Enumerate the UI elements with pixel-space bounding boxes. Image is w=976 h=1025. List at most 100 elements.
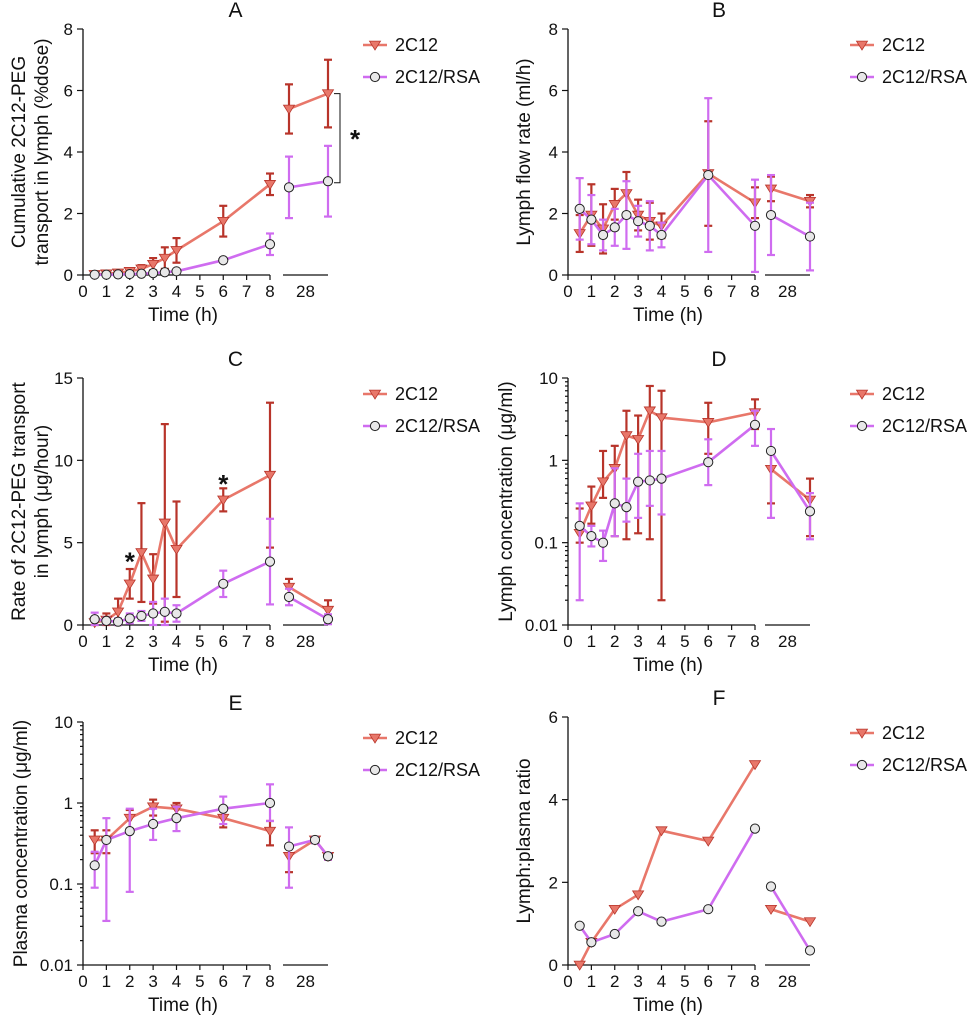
panel-b-legend-marker (855, 40, 869, 51)
panel-f-x-tick-label: 4 (657, 972, 666, 991)
panel-b-data-point (621, 209, 632, 221)
panel-f-data-point (633, 906, 644, 917)
panel-b-y-tick-label: 4 (549, 143, 558, 162)
panel-f-data-point (749, 823, 761, 834)
panel-f-x-label: Time (h) (633, 995, 703, 1016)
panel-d-data-point (597, 537, 609, 548)
panel-d-x-tick-label: 7 (727, 632, 736, 651)
panel-d-data-point (643, 406, 657, 417)
panel-a-legend-label: 2C12/RSA (395, 67, 480, 87)
panel-a-x-tick-label: 2 (125, 282, 134, 301)
panel-b-data-point (644, 220, 655, 231)
panel-b-data-point (586, 214, 597, 225)
panel-f-series-2c12 (573, 760, 817, 971)
panel-c-data-point (322, 614, 334, 625)
panel-e-data-point (263, 826, 277, 837)
panel-c-data-point (217, 495, 230, 506)
panel-a-letter: A (228, 0, 242, 22)
panel-f-data-point (574, 920, 585, 931)
panel-c-letter: C (228, 348, 243, 371)
panel-b-y-tick-label: 2 (549, 205, 558, 224)
panel-a-data-point (136, 268, 147, 279)
panel-a-y-tick-label: 0 (64, 266, 73, 285)
panel-a-x-tick-label: 5 (195, 282, 204, 301)
panel-f-x-tick-label: 8 (750, 972, 759, 991)
panel-d-x-tick-label: 5 (680, 632, 689, 651)
panel-b-x-tick-label: 3 (633, 282, 642, 301)
panel-d-letter: D (711, 348, 726, 371)
panel-d-series-line (578, 423, 756, 545)
panel-d-y-tick-label: 0.1 (534, 534, 558, 553)
panel-e-y-tick-label: 10 (54, 713, 73, 732)
panel-b-y-tick-label: 8 (549, 20, 558, 39)
panel-c-data-point (170, 545, 183, 555)
panel-c-series-line (288, 595, 329, 621)
panel-d-data-point (596, 477, 610, 488)
panel-a-y-label: Cumulative 2C12-PEG (9, 56, 30, 248)
panel-d-x-tick-label: 8 (750, 632, 759, 651)
panel-d-legend-label: 2C12/RSA (882, 416, 967, 436)
panel-d-data-point (804, 506, 816, 517)
panel-f-x-tick-label: 3 (633, 972, 642, 991)
panel-c-legend-marker (368, 389, 382, 400)
panel-f-series-2c12-rsa (574, 823, 816, 956)
panel-c-y-label: in lymph (μg/hour) (32, 425, 53, 579)
panel-f-data-point (608, 904, 621, 915)
panel-e-data-point (264, 797, 276, 809)
panel-e-y-tick-label: 0.01 (40, 956, 73, 975)
panel-b-data-point (633, 216, 644, 227)
panel-e-y-tick-label: 0.1 (49, 875, 73, 894)
panel-f-data-point (702, 836, 715, 847)
panel-f-x-tick-label: 7 (727, 972, 736, 991)
panel-f-legend-label: 2C12/RSA (882, 755, 967, 775)
panel-a-x-tick-label: 28 (296, 282, 315, 301)
panel-e-legend-marker (369, 764, 381, 776)
panel-f-data-point (609, 928, 620, 940)
panel-d-data-point (702, 418, 715, 428)
panel-f-letter: F (713, 687, 726, 710)
panel-b-x-tick-label: 28 (778, 282, 797, 301)
panel-c-data-point (111, 607, 125, 618)
panel-a-data-point (112, 269, 124, 280)
panel-a-x-tick-label: 4 (172, 282, 181, 301)
panel-a-x-tick-label: 6 (219, 282, 228, 301)
panel-c-x-tick-label: 0 (78, 632, 87, 651)
panel-b-legend-label: 2C12/RSA (882, 67, 967, 87)
panel-a-data-point (283, 182, 295, 193)
panel-c-x-tick-label: 8 (265, 632, 274, 651)
panel-f-data-point (656, 916, 667, 927)
panel-b-series-2c12 (573, 120, 817, 255)
panel-f-legend-entry: 2C12/RSA (850, 755, 967, 775)
panel-c-x-tick-label: 1 (102, 632, 111, 651)
panel-e-data-point (148, 818, 159, 830)
panel-e-x-tick-label: 6 (219, 972, 228, 991)
panel-f-data-point (631, 890, 645, 901)
panel-c-data-point (136, 610, 147, 622)
panel-a-data-point (89, 269, 100, 280)
panel-b-x-tick-label: 0 (563, 282, 572, 301)
panel-b-data-point (765, 209, 777, 221)
panel-b-data-point (749, 220, 761, 231)
panel-d-data-point (620, 431, 633, 442)
panel-b-data-point (703, 169, 714, 181)
panel-f-legend-marker (856, 759, 868, 771)
panel-a-series-line (94, 183, 271, 276)
panel-d-y-tick-label: 10 (539, 369, 558, 388)
panel-c-series-line (94, 560, 271, 624)
panel-f-series-line (578, 827, 757, 944)
panel-e-x-tick-label: 28 (296, 972, 315, 991)
panel-e-x-tick-label: 1 (102, 972, 111, 991)
panel-f-y-tick-label: 4 (549, 791, 558, 810)
panel-a-y-tick-label: 4 (64, 143, 73, 162)
panel-a-series-line (288, 179, 329, 189)
panel-d-data-point (644, 475, 655, 486)
panel-d-data-point (609, 498, 620, 509)
panel-a-legend-label: 2C12 (395, 35, 438, 55)
panel-a-data-point (158, 253, 172, 264)
panel-b-data-point (804, 231, 816, 242)
